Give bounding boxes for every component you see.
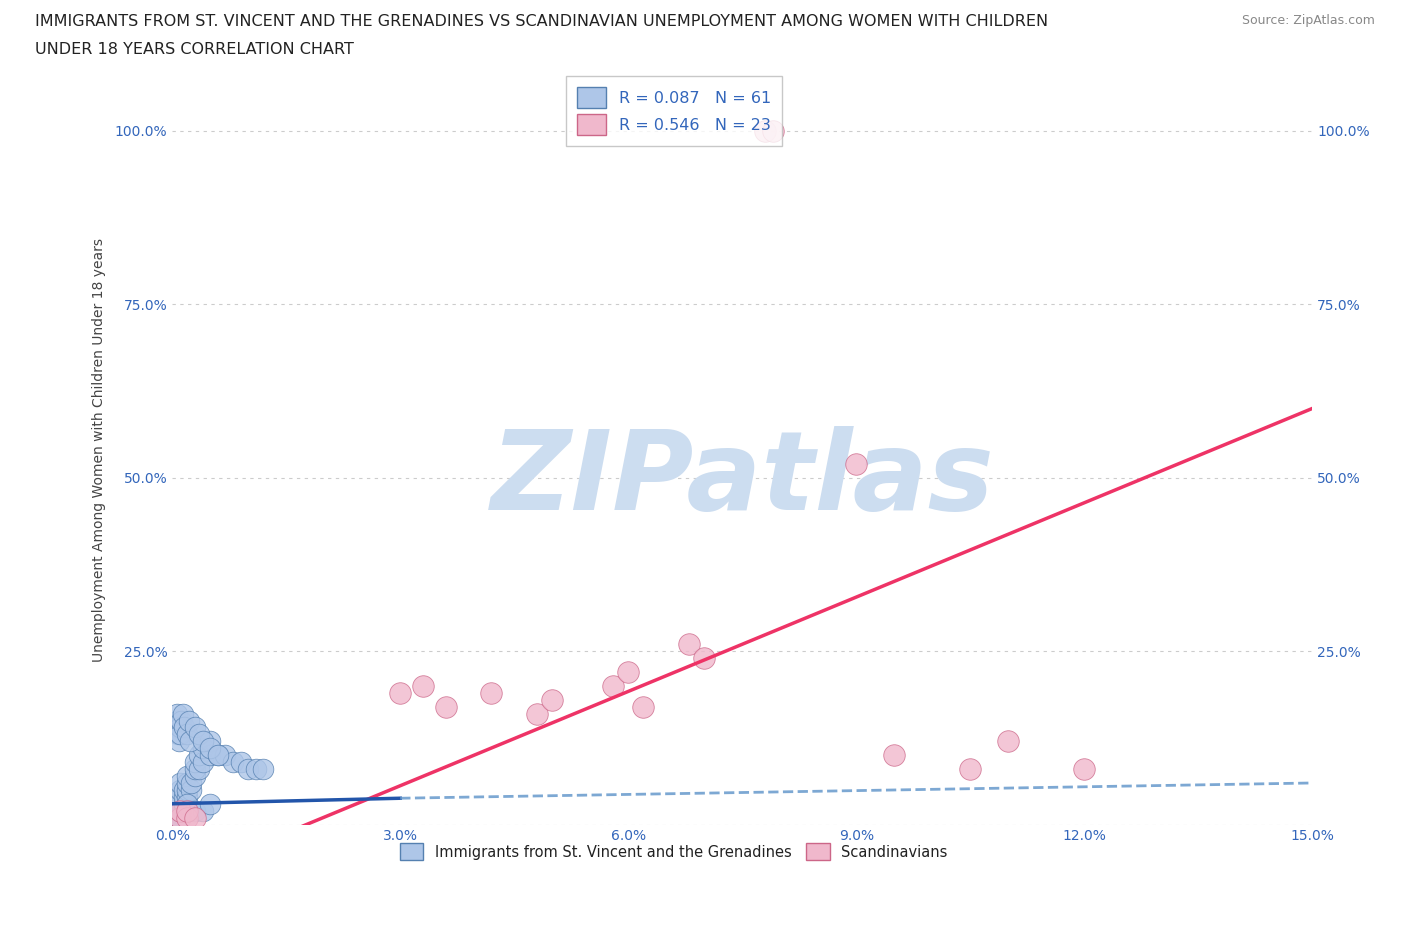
- Point: [176, 796, 198, 811]
- Point: [166, 810, 188, 825]
- Point: [198, 748, 221, 763]
- Point: [176, 790, 198, 804]
- Point: [169, 804, 191, 818]
- Point: [678, 637, 700, 652]
- Point: [229, 755, 252, 770]
- Point: [207, 748, 229, 763]
- Point: [207, 748, 229, 763]
- Point: [169, 782, 191, 797]
- Point: [959, 762, 981, 777]
- Point: [754, 124, 776, 139]
- Point: [163, 810, 186, 825]
- Point: [198, 734, 221, 749]
- Point: [184, 755, 207, 770]
- Point: [184, 810, 207, 825]
- Legend: Immigrants from St. Vincent and the Grenadines, Scandinavians: Immigrants from St. Vincent and the Gren…: [394, 838, 953, 866]
- Point: [222, 755, 245, 770]
- Point: [184, 720, 207, 735]
- Y-axis label: Unemployment Among Women with Children Under 18 years: Unemployment Among Women with Children U…: [93, 238, 107, 662]
- Point: [997, 734, 1019, 749]
- Text: UNDER 18 YEARS CORRELATION CHART: UNDER 18 YEARS CORRELATION CHART: [35, 42, 354, 57]
- Point: [180, 776, 202, 790]
- Point: [176, 782, 198, 797]
- Point: [169, 727, 191, 742]
- Point: [184, 768, 207, 783]
- Point: [602, 678, 624, 693]
- Point: [169, 810, 191, 825]
- Point: [167, 727, 190, 742]
- Point: [191, 804, 214, 818]
- Text: Source: ZipAtlas.com: Source: ZipAtlas.com: [1241, 14, 1375, 27]
- Point: [214, 748, 236, 763]
- Point: [169, 804, 191, 818]
- Point: [633, 699, 655, 714]
- Point: [176, 776, 198, 790]
- Point: [179, 734, 201, 749]
- Point: [172, 706, 194, 721]
- Point: [165, 810, 187, 825]
- Point: [434, 699, 457, 714]
- Point: [170, 713, 193, 728]
- Text: IMMIGRANTS FROM ST. VINCENT AND THE GRENADINES VS SCANDINAVIAN UNEMPLOYMENT AMON: IMMIGRANTS FROM ST. VINCENT AND THE GREN…: [35, 14, 1049, 29]
- Point: [169, 796, 191, 811]
- Point: [198, 741, 221, 756]
- Point: [184, 762, 207, 777]
- Point: [163, 810, 186, 825]
- Point: [180, 782, 202, 797]
- Point: [191, 734, 214, 749]
- Point: [176, 768, 198, 783]
- Point: [187, 727, 209, 742]
- Point: [617, 665, 640, 680]
- Point: [169, 790, 191, 804]
- Point: [167, 810, 190, 825]
- Point: [389, 685, 412, 700]
- Point: [693, 651, 716, 666]
- Point: [541, 692, 564, 707]
- Point: [176, 810, 198, 825]
- Point: [169, 776, 191, 790]
- Point: [166, 810, 188, 825]
- Point: [184, 804, 207, 818]
- Point: [1073, 762, 1095, 777]
- Point: [177, 713, 200, 728]
- Point: [252, 762, 274, 777]
- Point: [165, 810, 187, 825]
- Point: [187, 762, 209, 777]
- Point: [166, 713, 188, 728]
- Point: [187, 748, 209, 763]
- Point: [167, 810, 190, 825]
- Point: [176, 804, 198, 818]
- Point: [412, 678, 434, 693]
- Point: [245, 762, 267, 777]
- Point: [165, 720, 187, 735]
- Point: [191, 755, 214, 770]
- Point: [169, 720, 191, 735]
- Point: [883, 748, 905, 763]
- Point: [166, 706, 188, 721]
- Point: [176, 727, 198, 742]
- Point: [191, 741, 214, 756]
- Point: [173, 796, 195, 811]
- Point: [762, 124, 785, 139]
- Point: [167, 734, 190, 749]
- Point: [481, 685, 503, 700]
- Point: [169, 804, 191, 818]
- Point: [526, 706, 548, 721]
- Point: [845, 457, 868, 472]
- Point: [198, 796, 221, 811]
- Point: [173, 782, 195, 797]
- Text: ZIPatlas: ZIPatlas: [491, 427, 994, 534]
- Point: [238, 762, 260, 777]
- Point: [173, 720, 195, 735]
- Point: [173, 790, 195, 804]
